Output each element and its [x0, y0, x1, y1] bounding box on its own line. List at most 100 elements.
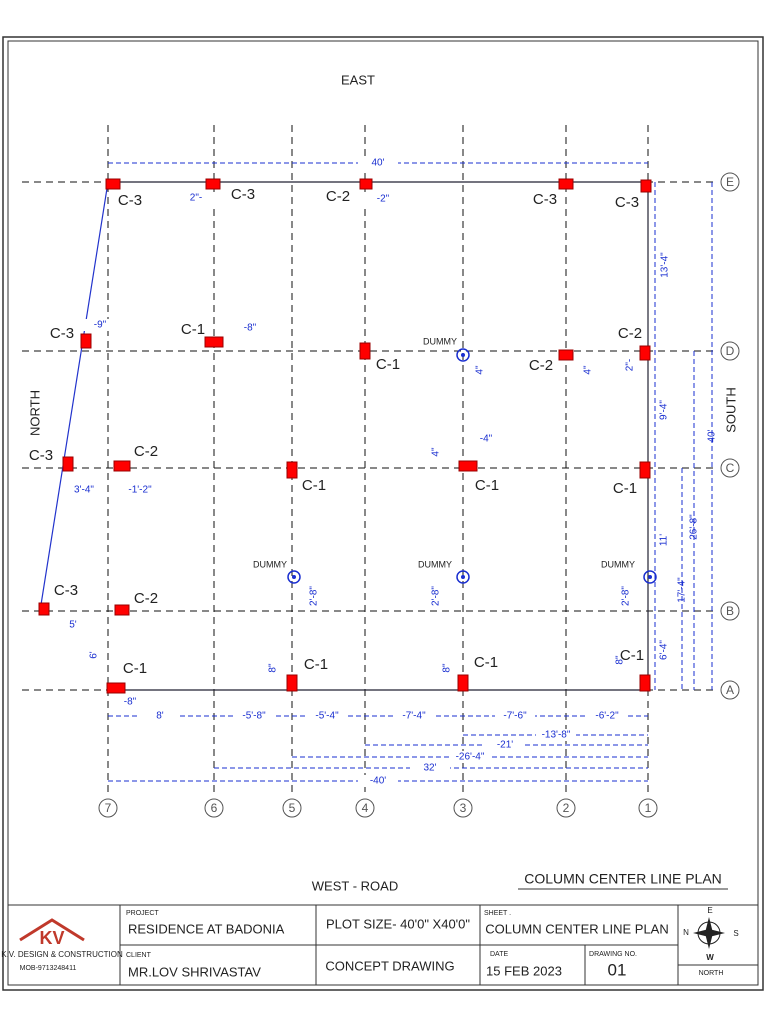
dummy-label: DUMMY	[253, 559, 287, 569]
direction-label: NORTH	[27, 390, 42, 436]
grid-col-label: 1	[645, 801, 652, 815]
column-label: C-2	[134, 443, 158, 460]
grid-col-label: 7	[105, 801, 112, 815]
plan-title: COLUMN CENTER LINE PLAN	[524, 871, 722, 887]
dummy-column	[456, 348, 470, 362]
column-label: C-3	[231, 186, 255, 203]
field-label: DATE	[490, 951, 508, 958]
dimension-mask	[120, 484, 160, 496]
compass-caption: NORTH	[699, 970, 724, 977]
dummy-column	[648, 575, 652, 579]
dimension-text: -7'-6"	[503, 711, 527, 722]
grid-bubble	[204, 798, 224, 818]
dimension-text: -40'	[370, 776, 386, 787]
grid-bubble	[720, 680, 740, 700]
column	[286, 461, 298, 479]
dimension-text: -21'	[497, 740, 513, 751]
grid-bubble	[638, 798, 658, 818]
column	[205, 178, 221, 190]
dimension-mask	[536, 729, 576, 741]
grid-col-label: 6	[211, 801, 218, 815]
field-label: SHEET .	[484, 910, 511, 917]
field-label: CLIENT	[126, 952, 152, 959]
column	[204, 336, 224, 348]
dimension-text: 2'-8"	[621, 586, 632, 606]
dimension-text: -13'-8"	[542, 730, 571, 741]
compass-letter: E	[707, 906, 712, 915]
dimension-mask	[307, 710, 347, 722]
plot-size: PLOT SIZE- 40'0" X40'0"	[326, 916, 470, 931]
column	[639, 461, 651, 479]
column-label: C-3	[615, 194, 639, 211]
column-label: C-1	[376, 356, 400, 373]
building-outline	[39, 181, 109, 612]
dummy-column	[456, 570, 470, 584]
dimension-text: 2"-	[625, 359, 636, 371]
grid-row-label: C	[726, 461, 735, 475]
column	[105, 178, 121, 190]
drawing-no: 01	[608, 960, 627, 979]
compass	[693, 917, 725, 949]
dimension-text: 4"	[431, 447, 442, 457]
grid-row-label: B	[726, 604, 734, 618]
column-label: C-2	[529, 357, 553, 374]
grid-col-label: 4	[362, 801, 369, 815]
grid-bubble	[720, 172, 740, 192]
title-block-frame	[7, 904, 759, 986]
grid-row-label: D	[726, 344, 735, 358]
column-label: C-1	[613, 480, 637, 497]
dimension-mask	[394, 710, 434, 722]
dimension-text: -6'-2"	[595, 711, 619, 722]
column	[114, 604, 130, 616]
dimension-mask	[110, 696, 150, 708]
column-label: C-2	[618, 325, 642, 342]
dimension-text: 2'-8"	[431, 586, 442, 606]
compass-letter: W	[706, 953, 714, 962]
dimension-mask	[140, 710, 180, 722]
dimension-text: 8"	[442, 663, 453, 673]
mobile: MOB-9713248411	[20, 965, 77, 972]
dimension-text: 26'-8"	[689, 514, 700, 540]
field-label: DRAWING NO.	[589, 951, 637, 958]
dimension-text: 13'-4"	[660, 252, 671, 278]
column-label: C-2	[134, 590, 158, 607]
client: MR.LOV SHRIVASTAV	[128, 964, 261, 979]
dimension-text: 8'	[156, 711, 164, 722]
grid-bubble	[355, 798, 375, 818]
compass-letter: N	[683, 928, 689, 937]
dummy-column	[643, 570, 657, 584]
compass-letter: S	[733, 929, 738, 938]
dimension-mask	[80, 319, 120, 331]
company: K.V. DESIGN & CONSTRUCTION	[1, 950, 123, 959]
direction-label: WEST - ROAD	[312, 878, 398, 893]
column-label: C-1	[475, 477, 499, 494]
column	[113, 460, 131, 472]
column-label: C-3	[29, 447, 53, 464]
dummy-label: DUMMY	[418, 559, 452, 569]
dimension-mask	[410, 762, 450, 774]
dummy-column	[461, 353, 465, 357]
dimension-mask	[485, 739, 525, 751]
field-label: PROJECT	[126, 910, 159, 917]
grid-row-label: E	[726, 175, 734, 189]
column	[359, 342, 371, 360]
grid-bubble	[282, 798, 302, 818]
column	[639, 674, 651, 692]
column	[286, 674, 298, 692]
dimension-text: 2"-	[190, 193, 202, 204]
grid-bubble	[720, 341, 740, 361]
column-label: C-3	[50, 325, 74, 342]
column-label: C-1	[181, 321, 205, 338]
dimension-mask	[495, 710, 535, 722]
dimension-text: -1'-2"	[128, 485, 152, 496]
dimension-mask	[53, 619, 93, 631]
dimension-text: -5'-4"	[315, 711, 339, 722]
project: RESIDENCE AT BADONIA	[128, 921, 285, 936]
column	[458, 460, 478, 472]
dimension-text: 9'-4"	[659, 400, 670, 420]
dimension-text: -7'-4"	[402, 711, 426, 722]
dimension-text: 6'	[89, 651, 100, 659]
dimension-mask	[230, 322, 270, 334]
dimension-text: 4"	[583, 365, 594, 375]
